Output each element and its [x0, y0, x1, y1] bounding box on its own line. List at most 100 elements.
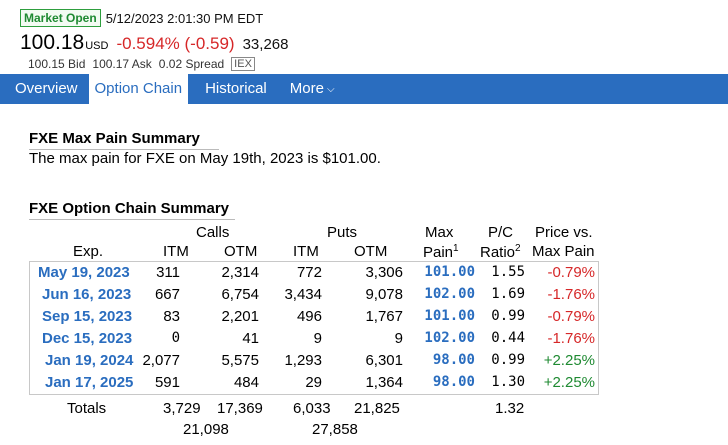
calls-otm-cell: 2,201 [221, 308, 259, 325]
price-vs-max-pain-cell: -1.76% [547, 286, 595, 303]
puts-itm-cell: 1,293 [284, 352, 322, 369]
chevron-down-icon: ⌵ [326, 84, 335, 95]
expiration-link[interactable]: Jun 16, 2023 [42, 286, 132, 303]
calls-itm-cell: 667 [154, 286, 180, 303]
price-vs-max-pain-cell: +2.25% [543, 374, 595, 391]
last-price: 100.18 [20, 31, 85, 54]
tab-option-chain[interactable]: Option Chain [88, 74, 189, 104]
max-pain-cell: 102.00 [424, 330, 475, 346]
puts-otm-cell: 6,301 [365, 352, 403, 369]
max-pain-cell: 102.00 [424, 286, 475, 302]
calls-otm-header: OTM [224, 243, 258, 260]
max-pain-title-underline [29, 149, 219, 150]
calls-itm-cell: 0 [171, 330, 180, 346]
totals-label: Totals [67, 400, 107, 417]
spread: 0.02 Spread [158, 57, 225, 71]
totals-calls-itm: 3,729 [163, 400, 201, 417]
price-vs-max-pain-cell: -1.76% [547, 330, 595, 347]
max-pain-header: Pain1 [423, 243, 459, 261]
calls-itm-header: ITM [163, 243, 189, 260]
max-pain-title: FXE Max Pain Summary [29, 130, 200, 147]
puts-otm-cell: 1,767 [365, 308, 403, 325]
volume: 33,268 [242, 36, 289, 53]
max-pain-group-header: Max [425, 224, 454, 241]
max-pain-cell: 98.00 [432, 352, 475, 368]
footnote-2: 2 [515, 243, 521, 254]
calls-otm-cell: 6,754 [221, 286, 259, 303]
pc-ratio-cell: 1.55 [491, 264, 525, 280]
pc-ratio-cell: 1.30 [491, 374, 525, 390]
pc-ratio-cell: 0.99 [491, 308, 525, 324]
max-pain-cell: 98.00 [432, 374, 475, 390]
calls-itm-cell: 311 [156, 264, 180, 281]
exchange-badge: IEX [231, 57, 255, 71]
totals-calls-otm: 17,369 [217, 400, 263, 417]
exp-column-header: Exp. [73, 243, 104, 260]
footnote-1: 1 [453, 243, 459, 254]
max-pain-header-label: Pain [423, 244, 454, 261]
expiration-link[interactable]: Sep 15, 2023 [42, 308, 133, 325]
calls-itm-cell: 2,077 [142, 352, 180, 369]
tab-more[interactable]: More ⌵ [284, 74, 341, 104]
puts-itm-cell: 3,434 [284, 286, 322, 303]
table-row: Sep 15, 2023 83 2,201 496 1,767 101.00 0… [30, 306, 598, 328]
totals-puts-otm: 21,825 [354, 400, 400, 417]
expiration-link[interactable]: Jan 17, 2025 [45, 374, 134, 391]
market-status-badge: Market Open [20, 9, 101, 27]
table-row: Jan 17, 2025 591 484 29 1,364 98.00 1.30… [30, 372, 598, 394]
puts-itm-cell: 496 [296, 308, 322, 325]
max-pain-cell: 101.00 [424, 264, 475, 280]
puts-otm-cell: 9,078 [365, 286, 403, 303]
expiration-link[interactable]: May 19, 2023 [38, 264, 130, 281]
tab-overview[interactable]: Overview [15, 80, 78, 97]
table-row: May 19, 2023 311 2,314 772 3,306 101.00 … [30, 262, 598, 284]
calls-otm-cell: 41 [242, 330, 259, 347]
pc-ratio-header: Ratio2 [480, 243, 521, 261]
table-row: Jan 19, 2024 2,077 5,575 1,293 6,301 98.… [30, 350, 598, 372]
price-vs-max-pain-cell: +2.25% [543, 352, 595, 369]
puts-otm-cell: 3,306 [365, 264, 403, 281]
pc-ratio-cell: 1.69 [491, 286, 525, 302]
puts-otm-header: OTM [354, 243, 388, 260]
puts-itm-cell: 9 [313, 330, 322, 347]
option-chain-table: May 19, 2023 311 2,314 772 3,306 101.00 … [29, 261, 599, 395]
puts-itm-cell: 772 [296, 264, 322, 281]
totals-puts-sum: 27,858 [312, 421, 358, 438]
price-vs-max-pain-header: Max Pain [532, 243, 595, 260]
calls-itm-cell: 83 [163, 308, 180, 325]
puts-otm-cell: 9 [394, 330, 403, 347]
totals-pc-ratio: 1.32 [495, 400, 525, 417]
table-row: Dec 15, 2023 0 41 9 9 102.00 0.44 -1.76% [30, 328, 598, 350]
calls-group-header: Calls [196, 224, 230, 241]
puts-itm-header: ITM [293, 243, 319, 260]
expiration-link[interactable]: Jan 19, 2024 [45, 352, 134, 369]
option-chain-title: FXE Option Chain Summary [29, 200, 230, 217]
price-vs-max-pain-cell: -0.79% [547, 308, 595, 325]
table-row: Jun 16, 2023 667 6,754 3,434 9,078 102.0… [30, 284, 598, 306]
totals-puts-itm: 6,033 [293, 400, 331, 417]
max-pain-text: The max pain for FXE on May 19th, 2023 i… [29, 150, 381, 167]
pc-ratio-cell: 0.99 [491, 352, 525, 368]
quote-timestamp: 5/12/2023 2:01:30 PM EDT [105, 10, 264, 26]
max-pain-cell: 101.00 [424, 308, 475, 324]
puts-otm-cell: 1,364 [365, 374, 403, 391]
calls-otm-cell: 5,575 [221, 352, 259, 369]
tab-bar: Overview Option Chain Historical More ⌵ [0, 74, 728, 104]
expiration-link[interactable]: Dec 15, 2023 [42, 330, 133, 347]
pc-group-header: P/C [488, 224, 514, 241]
ask-price: 100.17 Ask [92, 57, 152, 71]
pc-ratio-cell: 0.44 [491, 330, 525, 346]
option-chain-title-underline [29, 219, 235, 220]
calls-itm-cell: 591 [154, 374, 180, 391]
price-vs-group-header: Price vs. [535, 224, 593, 241]
puts-group-header: Puts [327, 224, 358, 241]
calls-otm-cell: 2,314 [221, 264, 259, 281]
pc-ratio-header-label: Ratio [480, 244, 516, 261]
calls-otm-cell: 484 [233, 374, 259, 391]
price-vs-max-pain-cell: -0.79% [547, 264, 595, 281]
tab-historical[interactable]: Historical [205, 80, 267, 97]
price-change: -0.594% (-0.59) [116, 34, 235, 53]
bid-price: 100.15 Bid [28, 57, 86, 71]
totals-calls-sum: 21,098 [183, 421, 229, 438]
puts-itm-cell: 29 [305, 374, 322, 391]
